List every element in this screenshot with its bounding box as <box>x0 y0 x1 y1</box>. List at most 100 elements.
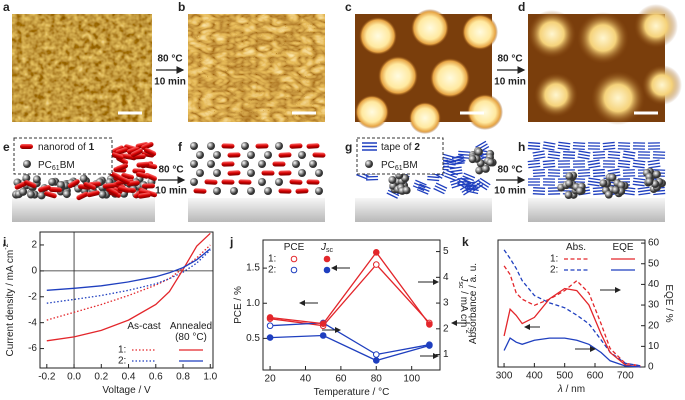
panel-label: d <box>518 0 525 14</box>
legend-row-label: 2: <box>118 356 126 367</box>
nanorod <box>312 152 326 158</box>
nanorod <box>137 192 151 199</box>
tape-line <box>592 153 606 157</box>
series-line <box>46 244 211 321</box>
tape-line <box>622 192 635 196</box>
nanorod <box>193 188 207 194</box>
fullerene <box>468 155 477 164</box>
legend-header-part: As-cast <box>127 321 161 332</box>
tape-line <box>466 187 479 192</box>
legend-row-label: 2: <box>550 265 558 276</box>
tape <box>461 172 476 184</box>
series-line <box>270 251 430 325</box>
legend-text-part: PC <box>381 160 395 171</box>
y-axis-label-part: Current density / mA cm <box>5 250 16 357</box>
series-line <box>270 322 430 356</box>
tape-line <box>528 165 541 169</box>
nanorod <box>255 143 269 149</box>
x-tick-label: 300 <box>496 371 513 382</box>
nanorod <box>130 148 143 158</box>
data-point <box>372 261 380 268</box>
y2-tick-label: 60 <box>648 238 660 249</box>
panel-label: c <box>345 0 352 14</box>
legend-header-part: PCE <box>284 242 305 253</box>
series-line <box>46 249 211 304</box>
data-point <box>372 351 380 358</box>
x-tick-label: 600 <box>587 371 604 382</box>
tape-line <box>577 156 590 160</box>
tape-line <box>573 141 586 145</box>
tape-line <box>592 168 605 172</box>
legend-text-part: PC <box>38 160 52 171</box>
tape-line <box>532 190 546 192</box>
fullerene <box>264 151 272 159</box>
fullerene <box>565 172 574 181</box>
series-line <box>503 287 641 368</box>
tape-line <box>532 150 545 154</box>
y2-tick-label: 30 <box>648 300 660 311</box>
y2-tick-label: 40 <box>648 279 660 290</box>
fullerene <box>247 187 255 195</box>
tape-line <box>638 192 651 196</box>
fullerene <box>315 169 323 177</box>
fullerene <box>298 151 306 159</box>
tape-line <box>427 178 440 182</box>
panel-label: b <box>178 0 185 14</box>
legend-text-part: 61 <box>52 165 60 172</box>
tape <box>542 141 556 151</box>
nanorod <box>204 179 218 185</box>
data-point <box>426 342 433 349</box>
tape-line <box>603 147 616 151</box>
tape-line <box>458 153 471 156</box>
tape-line <box>558 141 571 145</box>
tape-line <box>653 192 666 196</box>
tape <box>557 141 571 151</box>
tape <box>637 151 651 159</box>
tape <box>433 182 448 195</box>
tape-line <box>450 172 463 176</box>
legend-marker <box>290 255 298 263</box>
plot-frame <box>39 231 214 369</box>
nanorod <box>306 143 320 149</box>
x-tick-label: -0.2 <box>38 372 56 383</box>
fullerene <box>617 181 626 190</box>
nanorod <box>141 183 155 189</box>
tape-line <box>462 175 475 182</box>
series-line <box>270 334 430 362</box>
tape-line <box>578 150 591 154</box>
tape <box>577 168 591 178</box>
nanorod <box>289 179 303 185</box>
nanorod <box>278 188 292 194</box>
y2-axis-label-part: -2 <box>464 327 471 333</box>
tape-line <box>533 187 546 189</box>
x-tick-label: 0.4 <box>122 372 136 383</box>
tape-line <box>470 181 482 190</box>
series-line <box>46 248 211 291</box>
tape <box>632 142 646 150</box>
y2-tick-label: 3 <box>443 298 449 309</box>
nanorod <box>143 147 157 157</box>
x-tick-label: 80 <box>371 374 383 385</box>
tape-line <box>593 174 606 178</box>
x-axis-label-part: λ <box>557 384 563 395</box>
y-tick-label: 2 <box>31 240 37 251</box>
legend-header: As-cast <box>127 321 161 332</box>
tape-line <box>412 185 425 192</box>
tape-line <box>451 154 464 159</box>
tape-line <box>572 144 586 148</box>
fullerene <box>258 160 266 168</box>
tape <box>542 159 556 169</box>
tape-line <box>622 169 635 171</box>
x-tick-label: 20 <box>265 374 277 385</box>
legend-header: PCE <box>284 242 305 253</box>
tape-line <box>647 162 661 166</box>
tape-line <box>623 175 636 177</box>
nanorod <box>117 186 131 193</box>
nanorod <box>227 152 241 158</box>
tape-line <box>542 147 555 151</box>
tape <box>592 150 606 160</box>
tape <box>572 160 586 168</box>
fullerene <box>56 181 65 190</box>
fullerene <box>258 178 266 186</box>
arrow-top: 80 °C <box>497 54 522 65</box>
